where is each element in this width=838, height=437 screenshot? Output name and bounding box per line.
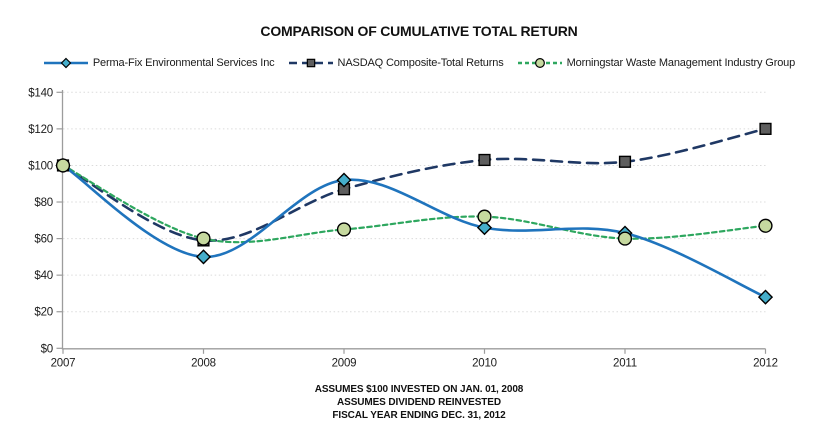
marker-diamond-perma-fix-environmental-services-inc-2009 <box>336 172 352 188</box>
x-tick-label-2011: 2011 <box>613 357 637 369</box>
marker-diamond-perma-fix-environmental-services-inc-2012 <box>757 289 774 305</box>
y-tick-label-100: $100 <box>28 160 53 172</box>
marker-circle-morningstar-waste-management-industry-group-2011 <box>617 231 633 246</box>
axis-lines <box>61 90 766 350</box>
y-tick-label-20: $20 <box>34 307 53 319</box>
marker-circle-morningstar-waste-management-industry-group-2007 <box>55 158 71 173</box>
chart-footnotes: ASSUMES $100 INVESTED ON JAN. 01, 2008 A… <box>0 383 838 422</box>
x-tick-label-2007: 2007 <box>51 357 76 369</box>
marker-diamond-perma-fix-environmental-services-inc-legend <box>60 57 72 69</box>
x-tick-label-2010: 2010 <box>472 357 497 369</box>
marker-diamond-perma-fix-environmental-services-inc-2010 <box>476 220 493 236</box>
legend: Perma-Fix Environmental Services Inc NAS… <box>0 55 838 71</box>
marker-circle-morningstar-waste-management-industry-group-2008 <box>196 231 211 246</box>
y-tick-label-60: $60 <box>34 234 53 246</box>
x-tick-label-2008: 2008 <box>191 357 216 369</box>
perma-fix-legend-line-icon <box>43 57 88 69</box>
marker-circle-morningstar-waste-management-industry-group-legend <box>534 58 545 68</box>
y-tick-label-0: $0 <box>41 343 53 355</box>
marker-diamond-perma-fix-environmental-services-inc-2008 <box>195 249 212 265</box>
chart-title: COMPARISON OF CUMULATIVE TOTAL RETURN <box>260 23 578 39</box>
legend-label-nasdaq: NASDAQ Composite-Total Returns <box>337 57 504 69</box>
marker-square-nasdaq-composite-total-returns-2010 <box>478 153 491 167</box>
marker-square-nasdaq-composite-total-returns-2011 <box>618 155 632 168</box>
legend-label-morningstar: Morningstar Waste Management Industry Gr… <box>566 57 796 69</box>
y-tick-label-80: $80 <box>34 197 53 209</box>
y-tick-label-40: $40 <box>34 270 53 282</box>
marker-circle-morningstar-waste-management-industry-group-2009 <box>336 222 352 237</box>
y-tick-label-120: $120 <box>28 124 53 136</box>
morningstar-legend-line-icon <box>517 58 562 68</box>
legend-item-perma-fix: Perma-Fix Environmental Services Inc <box>43 56 275 70</box>
marker-circle-morningstar-waste-management-industry-group-2010 <box>477 209 492 224</box>
legend-item-nasdaq: NASDAQ Composite-Total Returns <box>288 56 504 70</box>
x-tick-label-2012: 2012 <box>753 357 778 369</box>
marker-square-nasdaq-composite-total-returns-2012 <box>759 122 772 135</box>
x-tick-label-2009: 2009 <box>332 357 357 369</box>
nasdaq-legend-line-icon <box>288 58 333 68</box>
marker-circle-morningstar-waste-management-industry-group-2012 <box>758 218 773 233</box>
marker-square-nasdaq-composite-total-returns-legend <box>306 58 315 68</box>
series-line-perma-fix-environmental-services-inc <box>61 164 767 299</box>
y-tick-label-140: $140 <box>28 87 53 99</box>
footnote-line-3: FISCAL YEAR ENDING DEC. 31, 2012 <box>332 410 506 421</box>
footnote-line-1: ASSUMES $100 INVESTED ON JAN. 01, 2008 <box>314 384 524 395</box>
series-line-nasdaq-composite-total-returns <box>61 127 767 242</box>
legend-item-morningstar: Morningstar Waste Management Industry Gr… <box>517 56 796 70</box>
legend-label-perma-fix: Perma-Fix Environmental Services Inc <box>92 57 275 69</box>
footnote-line-2: ASSUMES DIVIDEND REINVESTED <box>337 397 501 408</box>
series-line-morningstar-waste-management-industry-group <box>61 164 767 244</box>
